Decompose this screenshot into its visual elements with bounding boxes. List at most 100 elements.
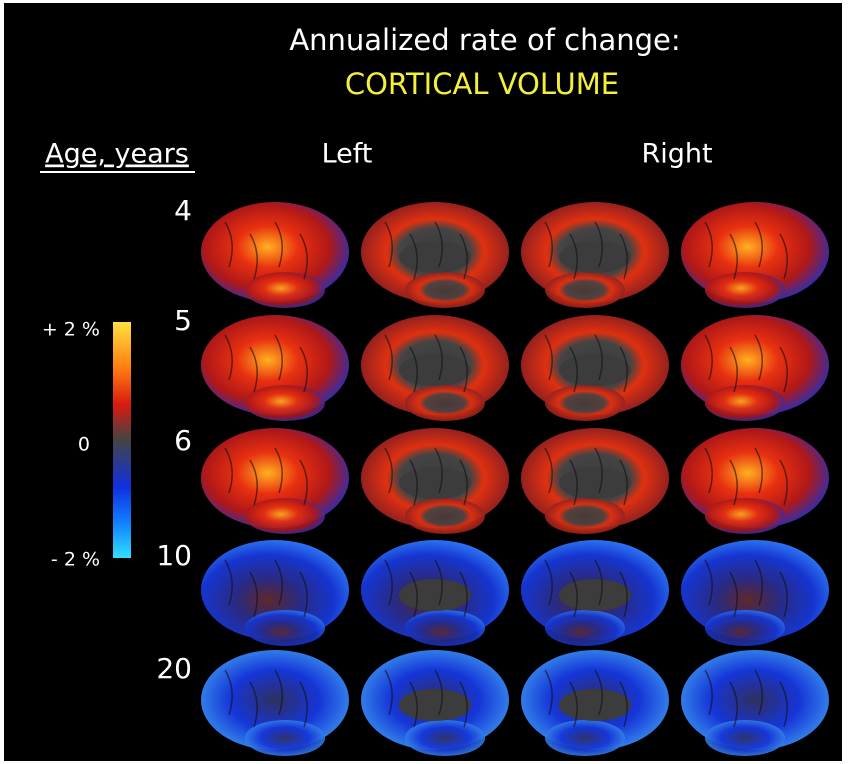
sulcus	[299, 346, 308, 393]
sulcus	[619, 233, 628, 280]
colorbar	[113, 322, 131, 558]
corpus-callosum	[399, 579, 471, 611]
sulcus	[224, 669, 233, 716]
sulcus	[274, 447, 283, 494]
sulcus	[544, 334, 553, 381]
sulcus	[544, 221, 553, 268]
sulcus	[779, 233, 788, 280]
sulcus	[754, 669, 763, 716]
corpus-callosum	[559, 689, 631, 721]
brain-lobe	[405, 610, 485, 646]
brain	[521, 428, 669, 534]
column-label: Right	[641, 139, 712, 170]
brain-lobe	[405, 385, 485, 421]
corpus-callosum	[399, 467, 471, 499]
brain	[201, 315, 349, 421]
sulcus	[569, 571, 578, 618]
brain-lobe	[245, 498, 325, 534]
sulcus	[299, 571, 308, 618]
brain-lobe	[405, 272, 485, 308]
sulcus	[619, 571, 628, 618]
sulcus	[384, 221, 393, 268]
brain	[681, 315, 829, 421]
sulcus	[459, 233, 468, 280]
sulcus	[619, 346, 628, 393]
sulcus	[249, 346, 258, 393]
sulcus	[594, 559, 603, 606]
colorbar-label: + 2 %	[42, 319, 100, 341]
corpus-callosum	[559, 579, 631, 611]
sulcus	[594, 669, 603, 716]
sulcus	[569, 346, 578, 393]
brain-lobe	[545, 272, 625, 308]
sulcus	[594, 334, 603, 381]
brain	[201, 540, 349, 646]
brain-lobe	[705, 610, 785, 646]
sulcus	[459, 681, 468, 728]
brain-lobe	[545, 610, 625, 646]
sulcus	[729, 459, 738, 506]
brain-lobe	[705, 720, 785, 756]
sulcus	[729, 681, 738, 728]
corpus-callosum	[399, 354, 471, 386]
brain-lobe	[245, 720, 325, 756]
sulcus	[704, 447, 713, 494]
sulcus	[729, 233, 738, 280]
brain	[521, 540, 669, 646]
sulcus	[569, 233, 578, 280]
sulcus	[384, 559, 393, 606]
sulcus	[249, 571, 258, 618]
brain-lobe	[245, 385, 325, 421]
sulcus	[754, 334, 763, 381]
sulcus	[224, 447, 233, 494]
corpus-callosum	[559, 354, 631, 386]
sulcus	[299, 233, 308, 280]
sulcus	[544, 559, 553, 606]
sulcus	[619, 681, 628, 728]
sulcus	[409, 571, 418, 618]
corpus-callosum	[559, 467, 631, 499]
sulcus	[544, 669, 553, 716]
age-label: 5	[174, 304, 192, 337]
row-header: Age, years	[45, 139, 189, 170]
brain	[361, 428, 509, 534]
brain	[681, 428, 829, 534]
sulcus	[754, 221, 763, 268]
sulcus	[434, 447, 443, 494]
brain-lobe	[705, 385, 785, 421]
brain	[201, 428, 349, 534]
colorbar-label: - 2 %	[51, 549, 100, 571]
sulcus	[409, 459, 418, 506]
brain	[521, 315, 669, 421]
sulcus	[459, 346, 468, 393]
colorbar-label: 0	[78, 434, 90, 456]
brain	[521, 202, 669, 308]
brain	[681, 540, 829, 646]
brain-lobe	[245, 272, 325, 308]
sulcus	[274, 669, 283, 716]
sulcus	[459, 459, 468, 506]
sulcus	[434, 221, 443, 268]
sulcus	[299, 459, 308, 506]
brain-lobe	[545, 498, 625, 534]
sulcus	[619, 459, 628, 506]
sulcus	[594, 447, 603, 494]
sulcus	[544, 447, 553, 494]
sulcus	[299, 681, 308, 728]
sulcus	[249, 681, 258, 728]
age-label: 4	[174, 194, 192, 227]
brain-lobe	[545, 720, 625, 756]
sulcus	[569, 459, 578, 506]
brain	[361, 650, 509, 756]
sulcus	[729, 571, 738, 618]
subtitle: CORTICAL VOLUME	[345, 67, 619, 101]
sulcus	[594, 221, 603, 268]
age-label: 6	[174, 424, 192, 457]
sulcus	[249, 233, 258, 280]
sulcus	[754, 447, 763, 494]
brain-lobe	[545, 385, 625, 421]
sulcus	[704, 221, 713, 268]
corpus-callosum	[559, 241, 631, 273]
